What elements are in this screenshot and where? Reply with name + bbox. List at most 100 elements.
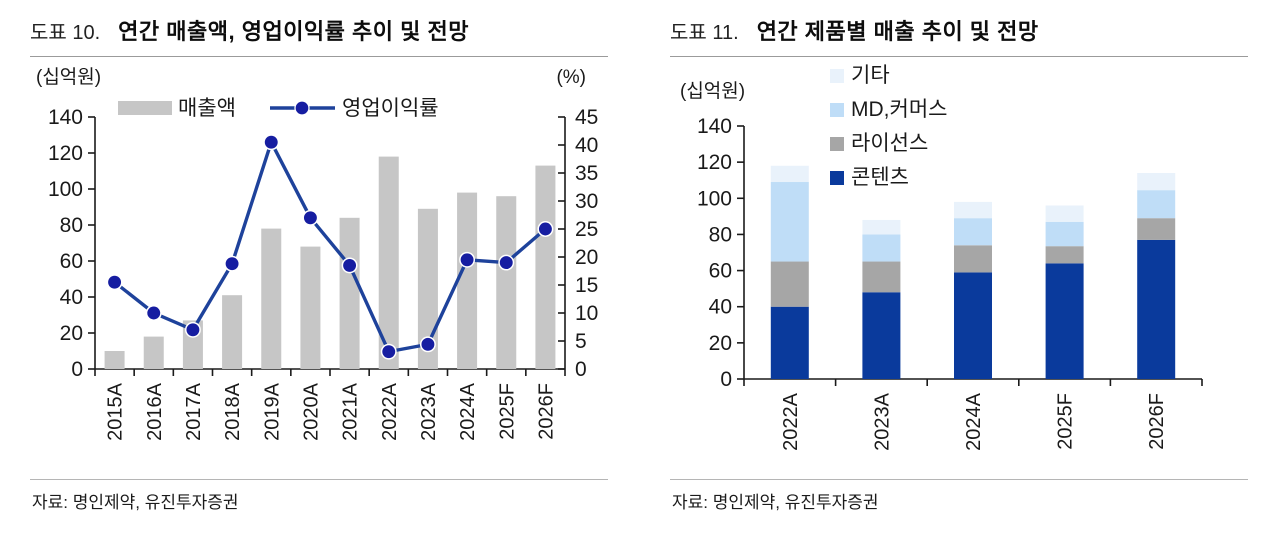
y-axis-right-tick-label: 20 (575, 246, 598, 269)
right-axis-unit-label: (%) (556, 67, 586, 88)
y-axis-left-tick-label: 60 (709, 260, 732, 283)
legend-label: MD,커머스 (851, 98, 947, 121)
y-axis-right-tick-label: 30 (575, 190, 598, 213)
product-revenue-chart-box: 0 20 40 60 80 100 120 140 2022A 2023A 2024A 2025F 20… (670, 57, 1248, 479)
figure-label: 도표 11. (670, 22, 739, 44)
x-axis-category-label: 2026F (1146, 393, 1168, 450)
opm-marker (537, 221, 554, 237)
stack-segment (770, 261, 809, 307)
x-axis-category-label: 2018A (222, 382, 244, 440)
y-axis-right-tick-label: 40 (575, 134, 598, 157)
y-axis-left-tick-label: 40 (709, 296, 732, 319)
x-axis-category-label: 2023A (871, 392, 893, 450)
stack-segment (1137, 239, 1176, 379)
y-axis-left-tick-label: 20 (709, 332, 732, 355)
x-axis-category-label: 2019A (261, 382, 283, 440)
x-axis-category-label: 2023A (418, 382, 440, 440)
legend-bar-swatch (118, 101, 172, 115)
x-axis-category-label: 2022A (780, 392, 802, 450)
left-axis-unit-label: (십억원) (680, 80, 745, 102)
stack-segment (770, 182, 809, 262)
x-axis-category-label: 2017A (183, 382, 205, 440)
stack-segment (1045, 205, 1084, 222)
legend-swatch (830, 103, 844, 117)
y-axis-left-tick-label: 60 (60, 250, 83, 273)
stack-segment (862, 261, 901, 293)
source-text: 자료: 명인제약, 유진투자증권 (32, 493, 239, 512)
legend-label: 콘텐츠 (851, 166, 909, 189)
y-axis-right-tick-label: 45 (575, 106, 598, 129)
opm-marker (263, 134, 280, 151)
x-axis-category-label: 2025F (1055, 393, 1077, 450)
revenue-bar (143, 336, 164, 369)
report-page: 도표 10. 연간 매출액, 영업이익률 추이 및 전망 0 20 40 60 80 10… (30, 10, 1248, 513)
y-axis-left-tick-label: 80 (709, 223, 732, 246)
source-text: 자료: 명인제약, 유진투자증권 (672, 493, 879, 512)
revenue-bar (457, 192, 478, 369)
revenue-bar (104, 351, 125, 369)
y-axis-left-tick-label: 120 (697, 151, 732, 174)
y-axis-left-tick-label: 40 (60, 286, 83, 309)
revenue-bar (417, 208, 438, 369)
stack-segment (954, 218, 992, 246)
x-axis-category-label: 2016A (144, 382, 166, 440)
legend-line-marker (294, 100, 310, 116)
opm-marker (302, 209, 319, 226)
figure-11-header: 도표 11. 연간 제품별 매출 추이 및 전망 (670, 10, 1248, 57)
y-axis-left-tick-label: 140 (697, 115, 732, 138)
stack-segment (954, 272, 992, 379)
legend-swatch (830, 69, 844, 83)
source-note: 자료: 명인제약, 유진투자증권 (670, 479, 1248, 513)
figure-title: 연간 제품별 매출 추이 및 전망 (756, 19, 1039, 44)
revenue-bar (339, 217, 360, 369)
left-axis-unit-label: (십억원) (36, 66, 101, 88)
stack-segment (954, 245, 992, 273)
opm-marker (145, 305, 162, 321)
figure-11-panel: 도표 11. 연간 제품별 매출 추이 및 전망 0 20 40 60 80 100 120… (670, 10, 1248, 513)
stack-segment (862, 234, 901, 262)
revenue-opm-chart-box: 0 20 40 60 80 100 120 140 0 5 10 15 20 25 30 35 40 45 2015… (30, 57, 608, 479)
x-axis-category-label: 2025F (496, 383, 518, 440)
product-revenue-chart: 0 20 40 60 80 100 120 140 2022A 2023A 2024A 2025F 20… (680, 64, 1203, 451)
opm-marker (106, 274, 123, 291)
revenue-bar (261, 228, 282, 369)
y-axis-left-tick-label: 140 (48, 106, 83, 129)
x-axis-category-label: 2022A (379, 382, 401, 440)
y-axis-left-tick-label: 80 (60, 214, 83, 237)
y-axis-right-tick-label: 15 (575, 274, 598, 297)
revenue-bar (300, 246, 321, 369)
y-axis-right-tick-label: 5 (575, 330, 587, 353)
y-axis-left-tick-label: 100 (697, 187, 732, 210)
y-axis-right-tick-label: 25 (575, 218, 598, 241)
stack-segment (862, 292, 901, 379)
stack-segment (770, 165, 809, 183)
revenue-bar (378, 156, 399, 369)
stack-segment (1137, 218, 1176, 240)
legend-bar-label: 매출액 (178, 97, 236, 120)
legend-swatch (830, 137, 844, 151)
source-note: 자료: 명인제약, 유진투자증권 (30, 479, 608, 513)
revenue-bar (535, 165, 556, 369)
x-axis-category-label: 2020A (300, 382, 322, 440)
opm-marker (184, 321, 201, 338)
legend-line-label: 영업이익률 (342, 97, 439, 120)
opm-marker (224, 255, 241, 272)
y-axis-right-tick-label: 35 (575, 162, 598, 185)
y-axis-left-tick-label: 20 (60, 322, 83, 345)
figure-title: 연간 매출액, 영업이익률 추이 및 전망 (118, 19, 469, 44)
legend-swatch (830, 171, 844, 185)
stack-segment (770, 306, 809, 379)
stack-segment (1045, 263, 1084, 379)
opm-marker (380, 343, 397, 360)
x-axis-category-label: 2026F (535, 383, 557, 440)
stack-segment (1137, 172, 1176, 191)
revenue-bar (496, 196, 517, 369)
stack-segment (862, 219, 901, 235)
y-axis-left-tick-label: 100 (48, 178, 83, 201)
y-axis-right-tick-label: 10 (575, 302, 598, 325)
figure-10-panel: 도표 10. 연간 매출액, 영업이익률 추이 및 전망 0 20 40 60 80 10… (30, 10, 608, 513)
y-axis-left-tick-label: 0 (71, 358, 83, 381)
y-axis-left-tick-label: 120 (48, 142, 83, 165)
x-axis-category-label: 2015A (105, 382, 127, 440)
stack-segment (1045, 246, 1084, 264)
